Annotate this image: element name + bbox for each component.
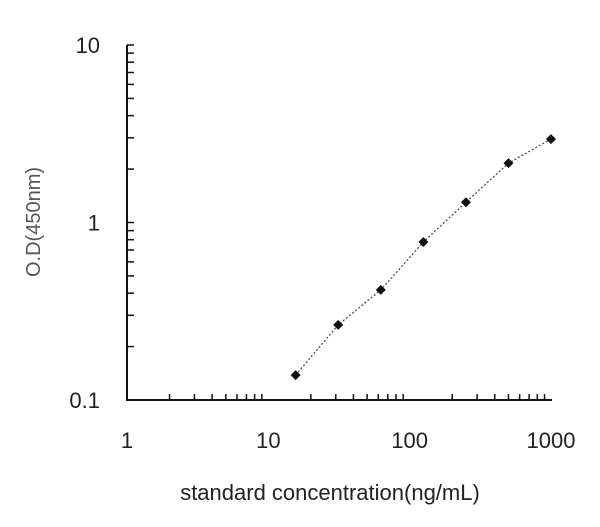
- y-tick-label: 1: [88, 211, 100, 236]
- data-point-marker: [333, 319, 344, 330]
- y-tick-label: 0.1: [69, 388, 100, 413]
- x-axis-title: standard concentration(ng/mL): [180, 480, 480, 505]
- y-tick-label: 10: [76, 33, 100, 58]
- x-tick-label: 1000: [527, 428, 576, 453]
- x-tick-label: 1: [121, 428, 133, 453]
- series-line: [295, 138, 552, 376]
- tick-labels: 1 10 100 1000 0.1 1 10: [69, 33, 575, 453]
- x-tick-label: 100: [391, 428, 428, 453]
- axes: [126, 45, 552, 401]
- data-point-marker: [460, 197, 471, 208]
- data-point-marker: [503, 158, 514, 169]
- data-series: [290, 134, 556, 381]
- data-point-marker: [290, 370, 301, 381]
- data-point-marker: [375, 284, 386, 295]
- y-axis-title: O.D(450nm): [23, 167, 45, 277]
- axis-ticks: [127, 44, 546, 400]
- data-point-marker: [546, 134, 556, 145]
- data-point-marker: [418, 237, 429, 248]
- x-tick-label: 10: [256, 428, 280, 453]
